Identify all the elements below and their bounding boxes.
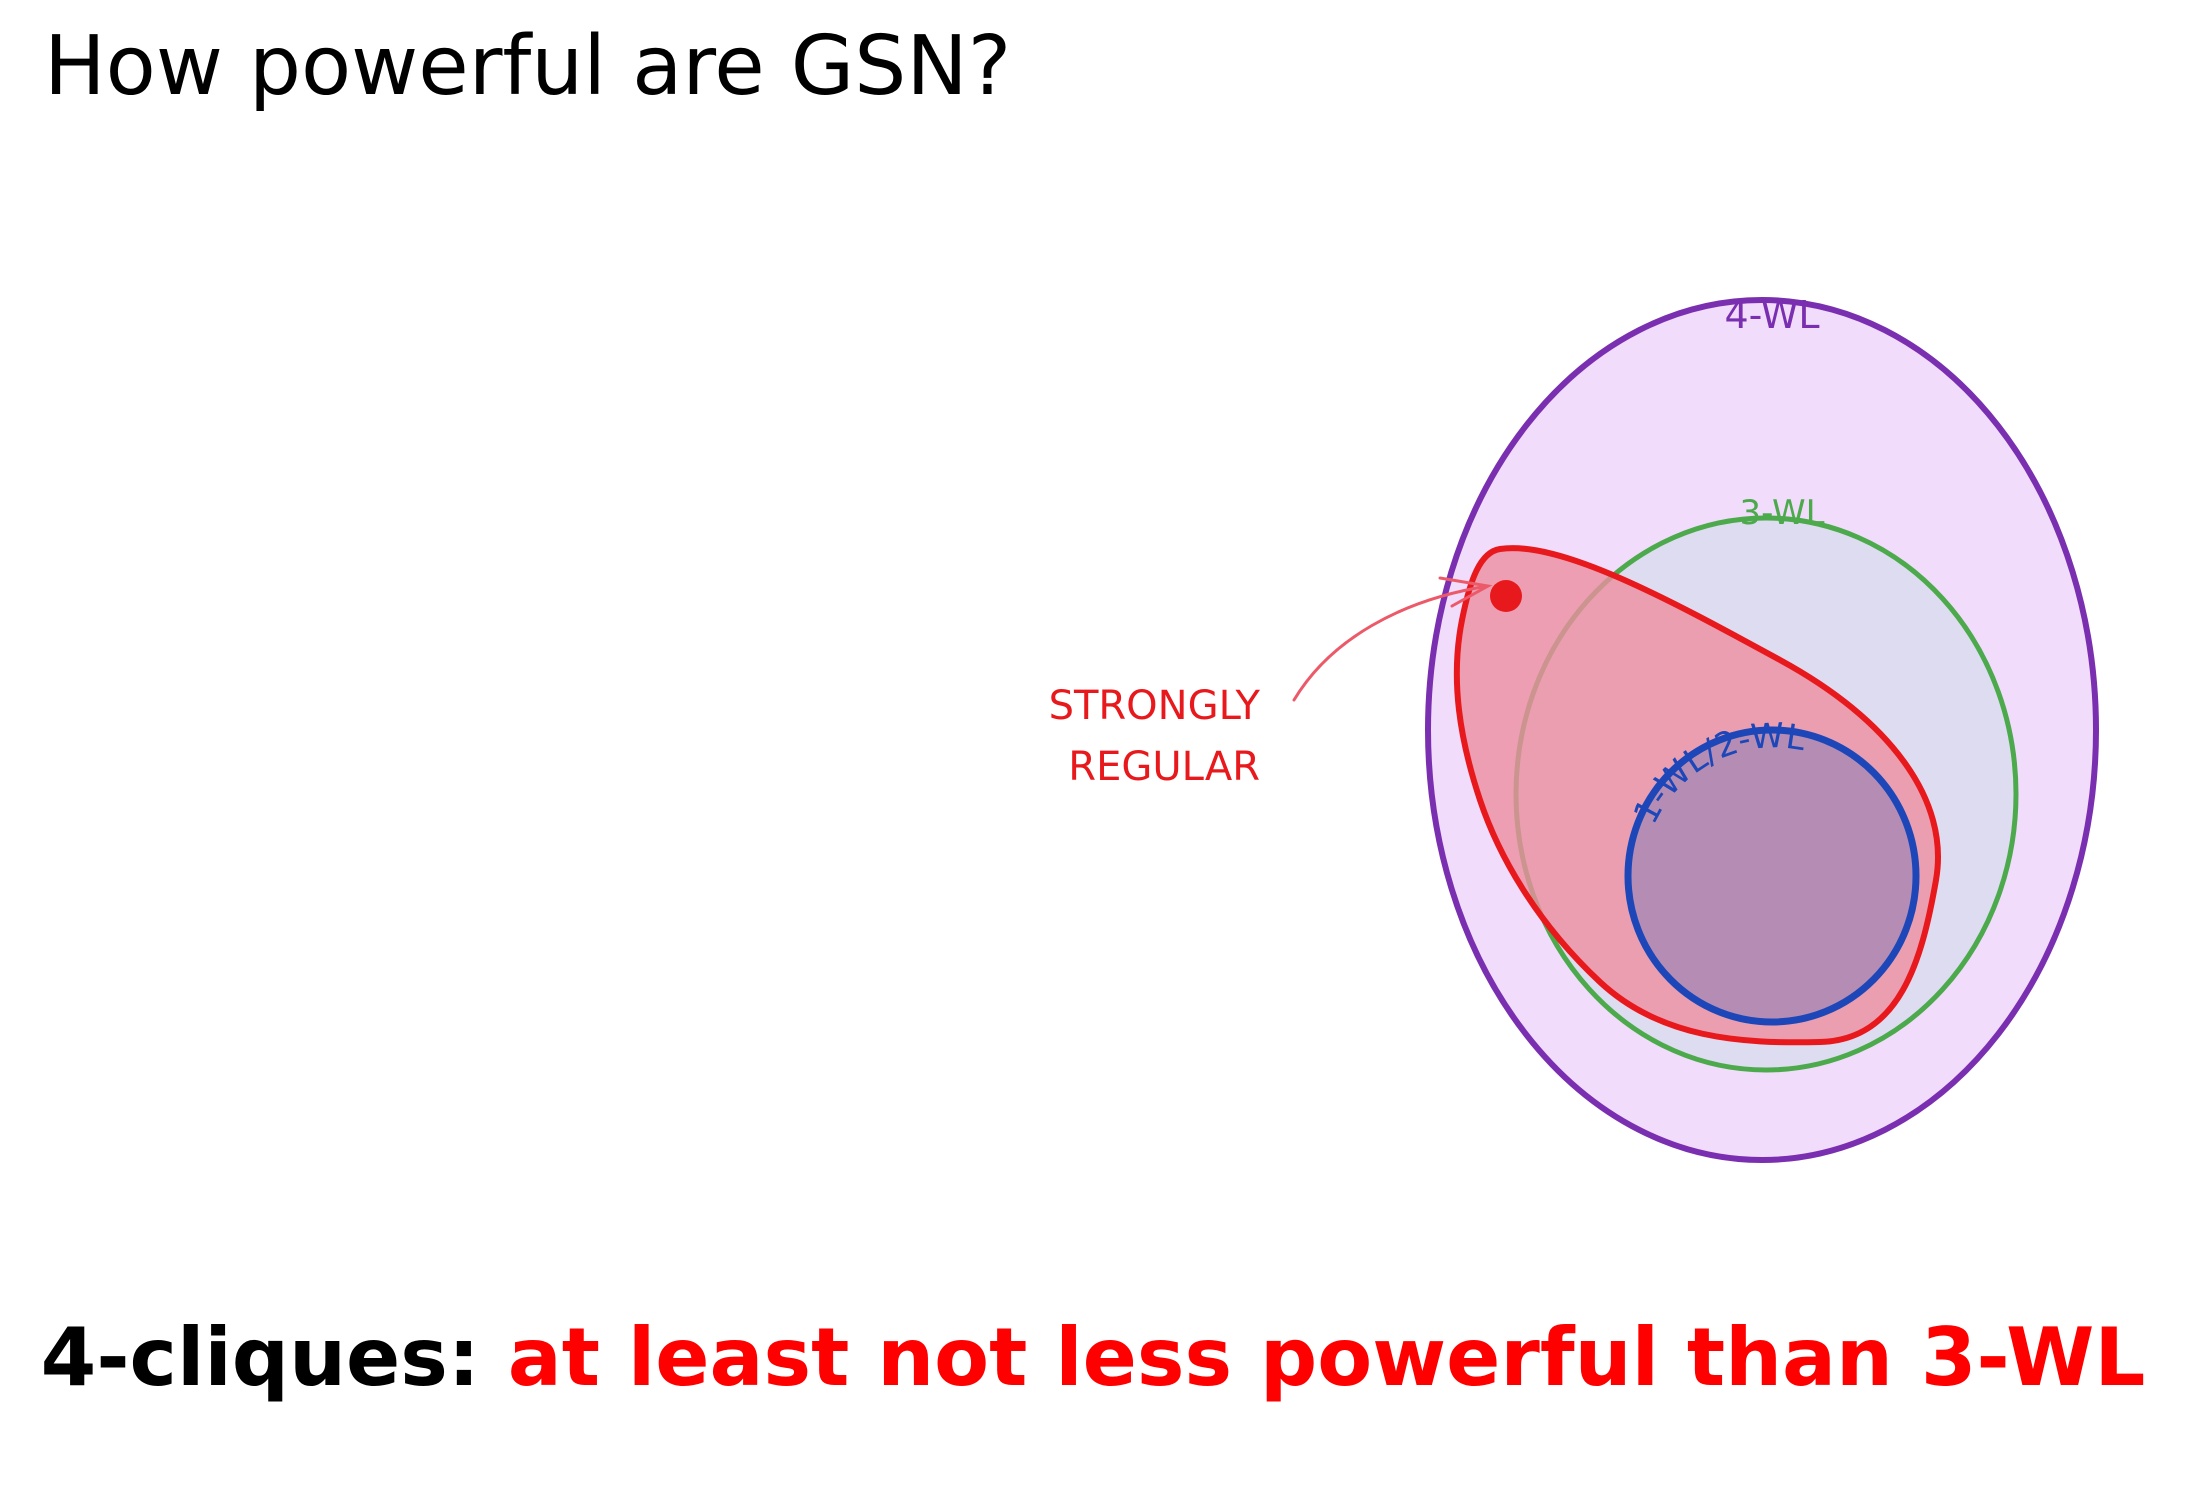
- callout-arrow: [1292, 576, 1493, 702]
- set-1-wl-2-wl: 1-WL/2-WL: [1624, 716, 1920, 1026]
- conclusion-claim: at least not less powerful than 3-WL: [507, 1311, 2146, 1404]
- strongly-regular-label: STRONGLY REGULAR: [980, 676, 1260, 798]
- set-3-wl-label: 3-WL: [1739, 493, 1824, 533]
- strongly-regular-label-line-1: STRONGLY: [1048, 683, 1260, 729]
- callout-arrow-head: [1438, 576, 1493, 608]
- set-1-wl-2-wl-region: [1624, 726, 1920, 1026]
- conclusion-statement: 4-cliques: at least not less powerful th…: [0, 1312, 2186, 1404]
- slide-title: How powerful are GSN?: [44, 19, 1012, 114]
- strongly-regular-label-line-2: REGULAR: [1068, 744, 1260, 790]
- conclusion-lead: 4-cliques:: [40, 1311, 508, 1404]
- strongly-regular-example-dot: [1490, 580, 1522, 612]
- callout-arrow-line: [1292, 584, 1490, 702]
- set-4-wl-label: 4-WL: [1724, 293, 1819, 337]
